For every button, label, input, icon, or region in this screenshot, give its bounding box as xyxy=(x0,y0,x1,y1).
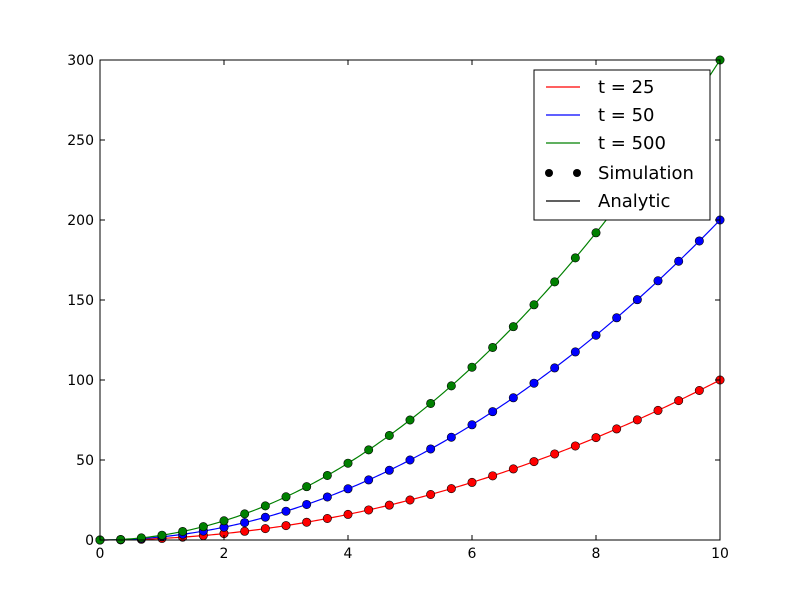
y-tick-label: 100 xyxy=(67,373,94,389)
y-tick-label: 200 xyxy=(67,213,94,229)
simulation-point-t50-27 xyxy=(653,276,663,286)
legend-label-t50: t = 50 xyxy=(598,105,655,126)
simulation-point-t500-4 xyxy=(178,526,188,536)
simulation-point-t25-25 xyxy=(612,424,622,434)
simulation-point-t500-13 xyxy=(364,445,374,455)
simulation-point-t500-21 xyxy=(529,300,539,310)
simulation-point-t50-13 xyxy=(364,475,374,485)
y-tick-label: 50 xyxy=(76,453,94,469)
simulation-point-t25-12 xyxy=(343,509,353,519)
x-tick-label: 0 xyxy=(96,546,105,562)
simulation-point-t50-9 xyxy=(281,506,291,516)
y-tick-label: 250 xyxy=(67,133,94,149)
x-tick-label: 8 xyxy=(592,546,601,562)
simulation-point-t50-19 xyxy=(488,407,498,417)
simulation-point-t50-14 xyxy=(384,465,394,475)
simulation-point-t500-11 xyxy=(322,470,332,480)
x-tick-label: 2 xyxy=(220,546,229,562)
series-layer xyxy=(95,55,725,545)
simulation-point-t500-7 xyxy=(240,509,250,519)
simulation-point-t25-15 xyxy=(405,495,415,505)
simulation-point-t500-9 xyxy=(281,492,291,502)
simulation-point-t500-5 xyxy=(198,522,208,532)
legend-label-t25: t = 25 xyxy=(598,77,655,98)
simulation-point-t500-6 xyxy=(219,516,229,526)
simulation-point-t25-14 xyxy=(384,500,394,510)
simulation-point-t500-18 xyxy=(467,362,477,372)
simulation-point-t500-8 xyxy=(260,501,270,511)
simulation-point-t50-18 xyxy=(467,420,477,430)
simulation-point-t50-15 xyxy=(405,455,415,465)
y-tick-label: 300 xyxy=(67,53,94,69)
legend-box xyxy=(533,69,711,221)
simulation-point-t50-21 xyxy=(529,378,539,388)
simulation-point-t25-22 xyxy=(550,449,560,459)
simulation-point-t25-24 xyxy=(591,433,601,443)
x-tick-label: 4 xyxy=(344,546,353,562)
legend-label-analytic: Analytic xyxy=(598,191,670,212)
simulation-point-t25-26 xyxy=(632,415,642,425)
simulation-point-t25-8 xyxy=(260,524,270,534)
simulation-point-t500-19 xyxy=(488,342,498,352)
legend: t = 25 t = 50 t = 500 Simulation Analyti… xyxy=(533,69,711,221)
simulation-point-t50-23 xyxy=(570,347,580,357)
simulation-point-t500-23 xyxy=(570,253,580,263)
simulation-point-t500-16 xyxy=(426,398,436,408)
simulation-point-t25-20 xyxy=(508,464,518,474)
simulation-point-t500-10 xyxy=(302,482,312,492)
y-tick-label: 150 xyxy=(67,293,94,309)
simulation-point-t500-1 xyxy=(116,534,126,544)
simulation-point-t50-28 xyxy=(674,256,684,266)
x-tick-label: 10 xyxy=(711,546,729,562)
legend-label-t500: t = 500 xyxy=(598,133,666,154)
simulation-point-t50-25 xyxy=(612,313,622,323)
simulation-point-t50-26 xyxy=(632,295,642,305)
simulation-point-t25-16 xyxy=(426,489,436,499)
simulation-point-t50-12 xyxy=(343,484,353,494)
legend-marker-simulation-1 xyxy=(545,169,553,177)
legend-marker-simulation-2 xyxy=(573,169,581,177)
simulation-point-t25-28 xyxy=(674,396,684,406)
simulation-point-t500-12 xyxy=(343,458,353,468)
simulation-point-t500-22 xyxy=(550,277,560,287)
simulation-point-t25-23 xyxy=(570,441,580,451)
simulation-point-t50-16 xyxy=(426,444,436,454)
simulation-point-t500-3 xyxy=(157,530,167,540)
simulation-point-t25-11 xyxy=(322,513,332,523)
simulation-point-t25-10 xyxy=(302,517,312,527)
simulation-point-t50-10 xyxy=(302,499,312,509)
simulation-point-t50-29 xyxy=(694,236,704,246)
simulation-point-t50-11 xyxy=(322,492,332,502)
x-tick-label: 6 xyxy=(468,546,477,562)
simulation-point-t500-17 xyxy=(446,381,456,391)
simulation-point-t25-27 xyxy=(653,405,663,415)
simulation-point-t500-2 xyxy=(136,533,146,543)
analytic-line-t50 xyxy=(99,219,721,541)
simulation-point-t25-17 xyxy=(446,484,456,494)
simulation-point-t50-24 xyxy=(591,330,601,340)
simulation-point-t25-7 xyxy=(240,526,250,536)
simulation-point-t500-14 xyxy=(384,430,394,440)
simulation-point-t25-9 xyxy=(281,521,291,531)
simulation-point-t500-15 xyxy=(405,415,415,425)
simulation-point-t25-21 xyxy=(529,457,539,467)
simulation-point-t50-20 xyxy=(508,393,518,403)
y-tick-label: 0 xyxy=(85,533,94,549)
simulation-point-t25-18 xyxy=(467,477,477,487)
simulation-point-t25-19 xyxy=(488,471,498,481)
legend-label-simulation: Simulation xyxy=(598,163,694,184)
simulation-point-t25-13 xyxy=(364,505,374,515)
simulation-point-t500-24 xyxy=(591,228,601,238)
simulation-point-t50-8 xyxy=(260,512,270,522)
simulation-point-t50-22 xyxy=(550,363,560,373)
simulation-point-t25-29 xyxy=(694,385,704,395)
simulation-point-t50-7 xyxy=(240,518,250,528)
simulation-point-t500-20 xyxy=(508,322,518,332)
simulation-point-t50-17 xyxy=(446,432,456,442)
